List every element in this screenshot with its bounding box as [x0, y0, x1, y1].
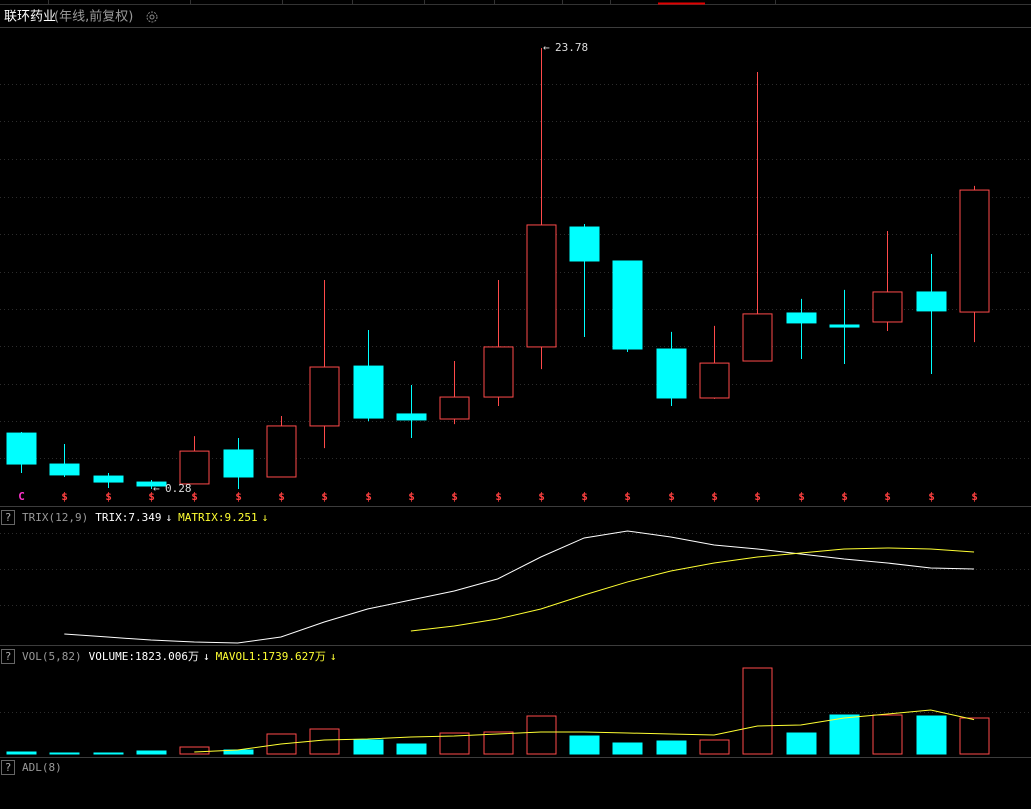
stock-name: 联环药业: [4, 10, 56, 25]
signal-marker: $: [668, 490, 675, 503]
price-arrow: ←: [153, 482, 160, 495]
volume-bar: [656, 740, 687, 755]
candle-body: [829, 324, 860, 328]
candle-body: [93, 475, 124, 483]
candle-body: [439, 396, 470, 420]
signal-marker: $: [884, 490, 891, 503]
candle-body: [396, 413, 427, 421]
help-button[interactable]: [1, 760, 15, 775]
period-label: (年线,前复权): [54, 9, 133, 25]
volume-bar: [872, 714, 903, 755]
signal-marker: $: [451, 490, 458, 503]
signal-marker: $: [321, 490, 328, 503]
candle-body: [223, 449, 254, 478]
signal-marker: $: [928, 490, 935, 503]
trend-arrow: ↓: [203, 650, 210, 663]
candle-body: [136, 481, 167, 487]
price-label: 23.78: [555, 41, 588, 54]
volume-bar: [829, 714, 860, 755]
candle-body: [49, 463, 80, 476]
volume-bar: [179, 746, 210, 755]
settings-icon[interactable]: [146, 11, 158, 23]
candle-body: [656, 348, 687, 399]
volume-bar: [396, 743, 427, 755]
volume-bar: [959, 717, 990, 755]
help-button[interactable]: [1, 649, 15, 664]
readout: TRIX:7.349: [95, 511, 161, 524]
volume-bar: [916, 715, 947, 755]
volume-bar: [49, 752, 80, 755]
candle-body: [699, 362, 730, 399]
volume-bar: [526, 715, 557, 755]
candle-body: [353, 365, 384, 419]
top-tabs: [0, 0, 1031, 5]
candle-body: [916, 291, 947, 312]
volume-bar: [439, 732, 470, 755]
signal-marker: C: [18, 490, 25, 503]
signal-marker: $: [754, 490, 761, 503]
volume-bar: [612, 742, 643, 755]
candle-body: [786, 312, 817, 324]
candle-body: [266, 425, 297, 478]
signal-marker: $: [408, 490, 415, 503]
help-mark: ?: [5, 761, 12, 774]
indicator-line: [410, 547, 975, 632]
signal-marker: $: [841, 490, 848, 503]
help-mark: ?: [5, 511, 12, 524]
candle-body: [179, 450, 210, 485]
signal-marker: $: [105, 490, 112, 503]
signal-marker: $: [191, 490, 198, 503]
separators: [0, 27, 1031, 758]
volume-bar: [353, 739, 384, 755]
candle-body: [959, 189, 990, 313]
candle-body: [6, 432, 37, 465]
volume-bar: [483, 731, 514, 755]
readout: VOLUME:1823.006万: [89, 650, 199, 663]
signal-marker: $: [971, 490, 978, 503]
signal-marker: $: [495, 490, 502, 503]
candle-body: [612, 260, 643, 350]
signal-marker: $: [278, 490, 285, 503]
help-mark: ?: [5, 650, 12, 663]
price-label: 0.28: [165, 482, 192, 495]
indicator-name: VOL(5,82): [22, 650, 82, 663]
signal-marker: $: [538, 490, 545, 503]
volume-bar: [309, 728, 340, 755]
volume-bar: [786, 732, 817, 755]
signal-marker: $: [235, 490, 242, 503]
indicator-line: [64, 530, 975, 644]
volume-bar: [699, 739, 730, 755]
signal-marker: $: [148, 490, 155, 503]
candle-body: [309, 366, 340, 427]
indicator-name: ADL(8): [22, 761, 62, 774]
volume-bar: [742, 667, 773, 755]
readout: MAVOL1:1739.627万: [216, 650, 326, 663]
volume-bar: [6, 751, 37, 755]
help-button[interactable]: [1, 510, 15, 525]
candle-body: [872, 291, 903, 323]
signal-marker: $: [61, 490, 68, 503]
volume-bar: [569, 735, 600, 755]
signal-marker: $: [798, 490, 805, 503]
signal-marker: $: [581, 490, 588, 503]
volume-bar: [136, 750, 167, 755]
average-line: [194, 709, 975, 753]
trend-arrow: ↓: [262, 511, 269, 524]
indicator-name: TRIX(12,9): [22, 511, 88, 524]
candle-body: [526, 224, 557, 348]
readout: MATRIX:9.251: [178, 511, 257, 524]
candle-body: [569, 226, 600, 262]
signal-marker: $: [365, 490, 372, 503]
signal-marker: $: [711, 490, 718, 503]
candle-body: [742, 313, 773, 362]
candle-body: [483, 346, 514, 398]
trend-arrow: ↓: [330, 650, 337, 663]
signal-marker: $: [624, 490, 631, 503]
trend-arrow: ↓: [165, 511, 172, 524]
price-arrow: ←: [543, 41, 550, 54]
volume-bar: [93, 752, 124, 755]
